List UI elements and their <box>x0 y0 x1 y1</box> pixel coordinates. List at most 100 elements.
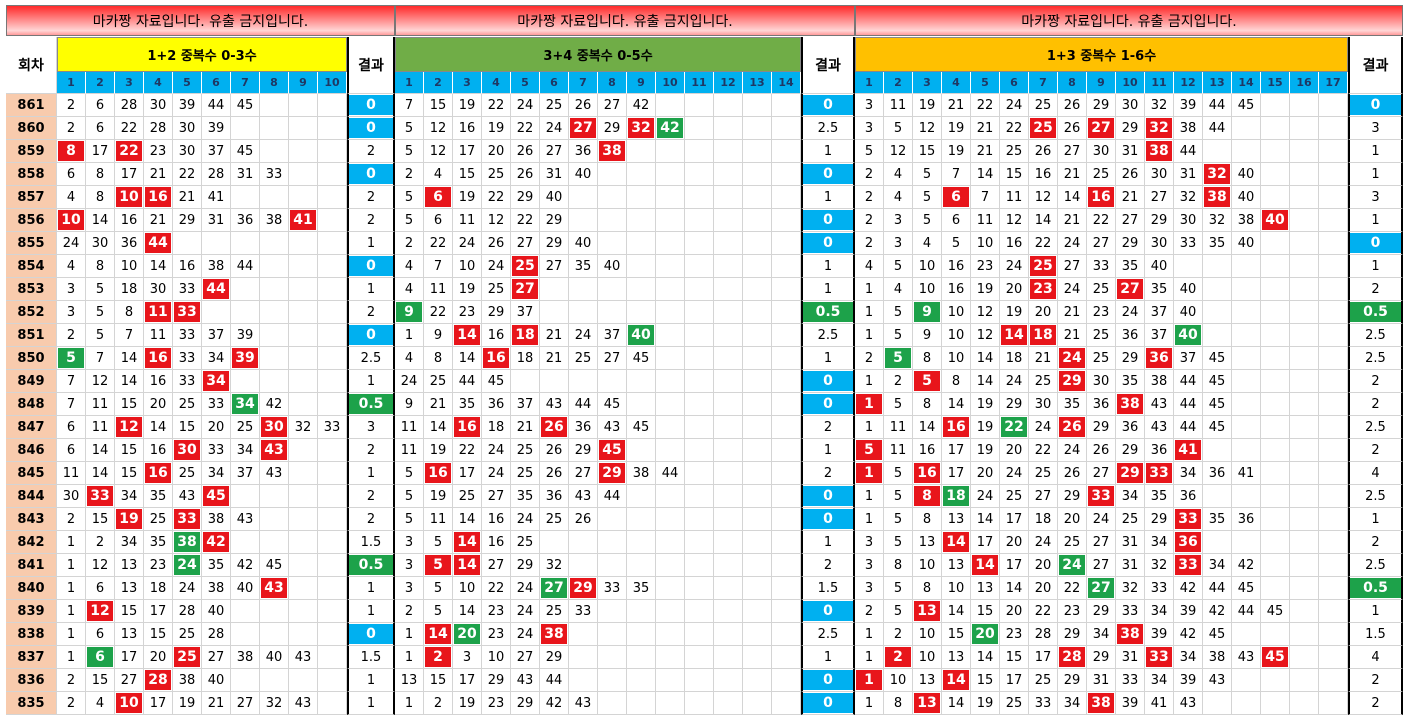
result-cell: 3 <box>1348 186 1403 209</box>
number-cell: 12 <box>86 370 115 393</box>
number-cell: 24 <box>1058 554 1087 577</box>
number-cell: 29 <box>511 692 540 715</box>
number-cell: 2 <box>57 692 86 715</box>
number-cell: 39 <box>1174 669 1203 692</box>
number-cell: 24 <box>1058 347 1087 370</box>
empty-cell <box>1319 623 1348 646</box>
number-cell: 33 <box>173 278 202 301</box>
number-cell: 25 <box>540 94 569 117</box>
result-cell: 2 <box>1348 531 1403 554</box>
number-cell: 16 <box>144 462 173 485</box>
number-cell: 24 <box>482 462 511 485</box>
number-cell: 20 <box>1000 278 1029 301</box>
number-cell: 40 <box>1174 324 1203 347</box>
number-cell: 5 <box>884 347 913 370</box>
number-cell: 30 <box>1087 370 1116 393</box>
number-cell: 38 <box>202 577 231 600</box>
number-cell: 40 <box>260 646 289 669</box>
number-cell: 5 <box>424 577 453 600</box>
number-cell: 31 <box>1174 163 1203 186</box>
empty-cell <box>627 692 656 715</box>
number-cell: 21 <box>511 416 540 439</box>
column-number: 6 <box>1000 72 1029 94</box>
empty-cell <box>772 646 801 669</box>
number-cell: 12 <box>424 117 453 140</box>
empty-cell <box>289 600 318 623</box>
number-cell: 27 <box>1058 140 1087 163</box>
number-cell: 11 <box>884 416 913 439</box>
number-cell: 40 <box>202 600 231 623</box>
number-cell: 19 <box>942 140 971 163</box>
empty-cell <box>289 393 318 416</box>
empty-cell <box>569 669 598 692</box>
number-cell: 38 <box>1087 692 1116 715</box>
number-cell: 41 <box>1232 462 1261 485</box>
result-cell: 2.5 <box>347 347 395 370</box>
result-cell: 0 <box>801 370 855 393</box>
number-cell: 43 <box>231 508 260 531</box>
empty-cell <box>772 669 801 692</box>
empty-cell <box>598 692 627 715</box>
empty-cell <box>260 485 289 508</box>
number-cell: 29 <box>540 209 569 232</box>
empty-cell <box>743 209 772 232</box>
number-cell: 6 <box>57 163 86 186</box>
round-number: 841 <box>6 554 57 577</box>
number-cell: 44 <box>1174 140 1203 163</box>
empty-cell <box>1319 232 1348 255</box>
number-cell: 16 <box>942 255 971 278</box>
column-number: 10 <box>1116 72 1145 94</box>
number-cell: 35 <box>569 255 598 278</box>
number-cell: 5 <box>86 278 115 301</box>
result-cell: 1 <box>1348 255 1403 278</box>
number-cell: 5 <box>395 485 424 508</box>
number-cell: 10 <box>453 577 482 600</box>
empty-cell <box>772 301 801 324</box>
empty-cell <box>1232 485 1261 508</box>
number-cell: 42 <box>231 554 260 577</box>
result-cell: 1 <box>801 186 855 209</box>
number-cell: 33 <box>173 347 202 370</box>
number-cell: 5 <box>86 301 115 324</box>
empty-cell <box>656 209 685 232</box>
result-cell: 1 <box>801 531 855 554</box>
empty-cell <box>1290 94 1319 117</box>
empty-cell <box>289 623 318 646</box>
result-cell: 2.5 <box>801 623 855 646</box>
number-cell: 5 <box>913 186 942 209</box>
result-cell: 1 <box>1348 140 1403 163</box>
number-cell: 43 <box>173 485 202 508</box>
empty-cell <box>743 577 772 600</box>
number-cell: 11 <box>395 439 424 462</box>
number-cell: 8 <box>424 347 453 370</box>
number-cell: 5 <box>884 255 913 278</box>
number-cell: 10 <box>453 255 482 278</box>
column-number: 16 <box>1290 72 1319 94</box>
number-cell: 29 <box>1058 669 1087 692</box>
number-cell: 36 <box>1203 462 1232 485</box>
number-cell: 3 <box>855 531 884 554</box>
empty-cell <box>260 94 289 117</box>
number-cell: 35 <box>144 531 173 554</box>
number-cell: 19 <box>453 278 482 301</box>
number-cell: 26 <box>540 416 569 439</box>
empty-cell <box>1232 347 1261 370</box>
number-cell: 14 <box>453 554 482 577</box>
empty-cell <box>656 232 685 255</box>
number-cell: 24 <box>1058 232 1087 255</box>
number-cell: 24 <box>1000 462 1029 485</box>
number-cell: 25 <box>424 370 453 393</box>
number-cell: 27 <box>1087 232 1116 255</box>
number-cell: 25 <box>144 508 173 531</box>
number-cell: 14 <box>971 646 1000 669</box>
result-cell: 1 <box>801 347 855 370</box>
result-cell: 2 <box>347 140 395 163</box>
number-cell: 29 <box>173 209 202 232</box>
number-cell: 26 <box>1058 117 1087 140</box>
result-cell: 0 <box>1348 94 1403 117</box>
number-cell: 29 <box>540 646 569 669</box>
number-cell: 42 <box>540 692 569 715</box>
result-cell: 2 <box>347 301 395 324</box>
empty-cell <box>743 646 772 669</box>
number-cell: 5 <box>395 117 424 140</box>
